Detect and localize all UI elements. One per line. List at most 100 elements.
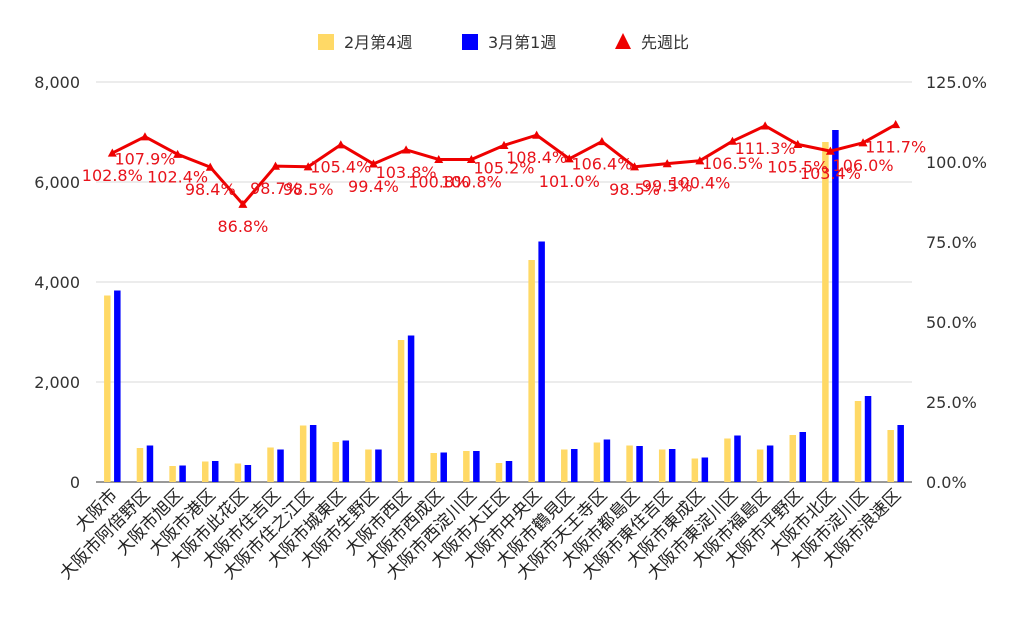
ratio-data-label: 103.4% bbox=[800, 164, 861, 183]
bar-2月第4週 bbox=[887, 430, 894, 482]
left-y-axis: 0 2,000 4,000 6,000 8,000 bbox=[34, 73, 80, 492]
legend: 2月第4週 3月第1週 先週比 bbox=[318, 33, 689, 52]
y-right-tick-label: 0.0% bbox=[926, 473, 967, 492]
bar-3月第1週 bbox=[864, 396, 872, 482]
ratio-point bbox=[630, 162, 640, 171]
bar-3月第1週 bbox=[146, 445, 154, 482]
bar-2月第4週 bbox=[299, 425, 307, 482]
bar-2月第4週 bbox=[136, 448, 144, 482]
ratio-data-label: 102.8% bbox=[82, 166, 143, 185]
ratio-data-label: 98.5% bbox=[609, 180, 660, 199]
bar-3月第1週 bbox=[473, 451, 480, 482]
bar-3月第1週 bbox=[309, 425, 317, 482]
bar-2月第4週 bbox=[397, 340, 405, 482]
ratio-point bbox=[173, 149, 183, 158]
bar-3月第1週 bbox=[538, 241, 545, 482]
bar-3月第1週 bbox=[505, 461, 513, 482]
bar-2月第4週 bbox=[626, 445, 633, 482]
ratio-data-label: 102.4% bbox=[147, 167, 208, 186]
bar-3月第1週 bbox=[766, 445, 774, 482]
y-left-tick-label: 8,000 bbox=[34, 73, 80, 92]
bar-3月第1週 bbox=[897, 425, 904, 482]
ratio-point bbox=[238, 199, 248, 208]
bar-2月第4週 bbox=[756, 449, 764, 482]
ratio-point bbox=[336, 140, 346, 149]
ratio-point bbox=[891, 120, 901, 129]
bar-2月第4週 bbox=[593, 442, 601, 482]
ratio-point bbox=[793, 139, 803, 148]
bar-3月第1週 bbox=[277, 449, 284, 482]
bars bbox=[104, 130, 904, 482]
right-y-axis: 0.0% 25.0% 50.0% 75.0% 100.0% 125.0% bbox=[926, 73, 987, 492]
bar-2月第4週 bbox=[201, 461, 209, 482]
bar-2月第4週 bbox=[561, 449, 568, 482]
ratio-data-label: 86.8% bbox=[217, 217, 268, 236]
ratio-point bbox=[597, 137, 607, 146]
bar-2月第4週 bbox=[854, 401, 862, 482]
ratio-point bbox=[858, 138, 868, 147]
ratio-point bbox=[140, 132, 150, 141]
bar-3月第1週 bbox=[244, 465, 252, 482]
y-left-tick-label: 0 bbox=[70, 473, 80, 492]
ratio-data-label: 106.4% bbox=[571, 155, 632, 174]
bar-3月第1週 bbox=[407, 335, 415, 482]
legend-swatch-3月第1週 bbox=[462, 34, 478, 50]
bar-3月第1週 bbox=[603, 439, 611, 482]
bar-3月第1週 bbox=[799, 432, 807, 482]
bar-2月第4週 bbox=[658, 449, 666, 482]
bar-3月第1週 bbox=[668, 449, 676, 482]
data-labels: 102.8%107.9%102.4%98.4%86.8%98.7%98.5%10… bbox=[82, 138, 926, 237]
bar-2月第4週 bbox=[430, 453, 437, 482]
bar-2月第4週 bbox=[789, 435, 797, 482]
ratio-data-label: 100.4% bbox=[669, 174, 730, 193]
legend-swatch-2月第4週 bbox=[318, 34, 334, 50]
ratio-data-label: 105.4% bbox=[310, 158, 371, 177]
ratio-data-label: 98.5% bbox=[283, 180, 334, 199]
bar-3月第1週 bbox=[571, 449, 578, 482]
legend-label: 先週比 bbox=[641, 33, 689, 52]
y-left-tick-label: 4,000 bbox=[34, 273, 80, 292]
ratio-data-label: 111.7% bbox=[865, 138, 926, 157]
bar-3月第1週 bbox=[179, 465, 186, 482]
bar-3月第1週 bbox=[701, 457, 709, 482]
ratio-point bbox=[271, 161, 281, 170]
bar-2月第4週 bbox=[822, 142, 829, 482]
ratio-data-label: 100.8% bbox=[441, 172, 502, 191]
bar-2月第4週 bbox=[267, 447, 274, 482]
ratio-point bbox=[727, 136, 737, 145]
ratio-data-label: 105.5% bbox=[767, 157, 828, 176]
ratio-data-label: 98.4% bbox=[185, 180, 236, 199]
bar-2月第4週 bbox=[332, 442, 340, 482]
x-axis: 大阪市大阪市阿倍野区大阪市旭区大阪市港区大阪市此花区大阪市住吉区大阪市住之江区大… bbox=[56, 485, 905, 583]
ratio-data-label: 106.5% bbox=[702, 154, 763, 173]
y-left-tick-label: 2,000 bbox=[34, 373, 80, 392]
ratio-point bbox=[434, 154, 444, 164]
bar-2月第4週 bbox=[495, 463, 503, 482]
bar-2月第4週 bbox=[463, 451, 470, 482]
ratio-data-label: 107.9% bbox=[114, 150, 175, 169]
ratio-point bbox=[107, 148, 117, 157]
y-right-tick-label: 50.0% bbox=[926, 313, 977, 332]
ratio-data-label: 99.4% bbox=[348, 177, 399, 196]
ratio-point bbox=[662, 159, 672, 168]
y-right-tick-label: 25.0% bbox=[926, 393, 977, 412]
ratio-data-label: 108.4% bbox=[506, 148, 567, 167]
bar-2月第4週 bbox=[691, 458, 699, 482]
bar-3月第1週 bbox=[342, 440, 350, 482]
bar-3月第1週 bbox=[734, 435, 741, 482]
bar-3月第1週 bbox=[375, 449, 382, 482]
bar-3月第1週 bbox=[636, 446, 643, 482]
ratio-point bbox=[401, 145, 411, 154]
y-right-tick-label: 75.0% bbox=[926, 233, 977, 252]
ratio-data-label: 105.2% bbox=[473, 158, 534, 177]
ratio-point bbox=[564, 154, 574, 163]
ratio-point bbox=[368, 159, 378, 168]
bar-2月第4週 bbox=[528, 260, 535, 482]
bar-3月第1週 bbox=[114, 290, 121, 482]
ratio-point bbox=[695, 156, 705, 165]
ratio-data-label: 98.7% bbox=[250, 179, 301, 198]
legend-swatch-先週比 bbox=[615, 33, 631, 49]
ratio-data-label: 101.0% bbox=[539, 172, 600, 191]
ratio-point bbox=[205, 162, 215, 171]
